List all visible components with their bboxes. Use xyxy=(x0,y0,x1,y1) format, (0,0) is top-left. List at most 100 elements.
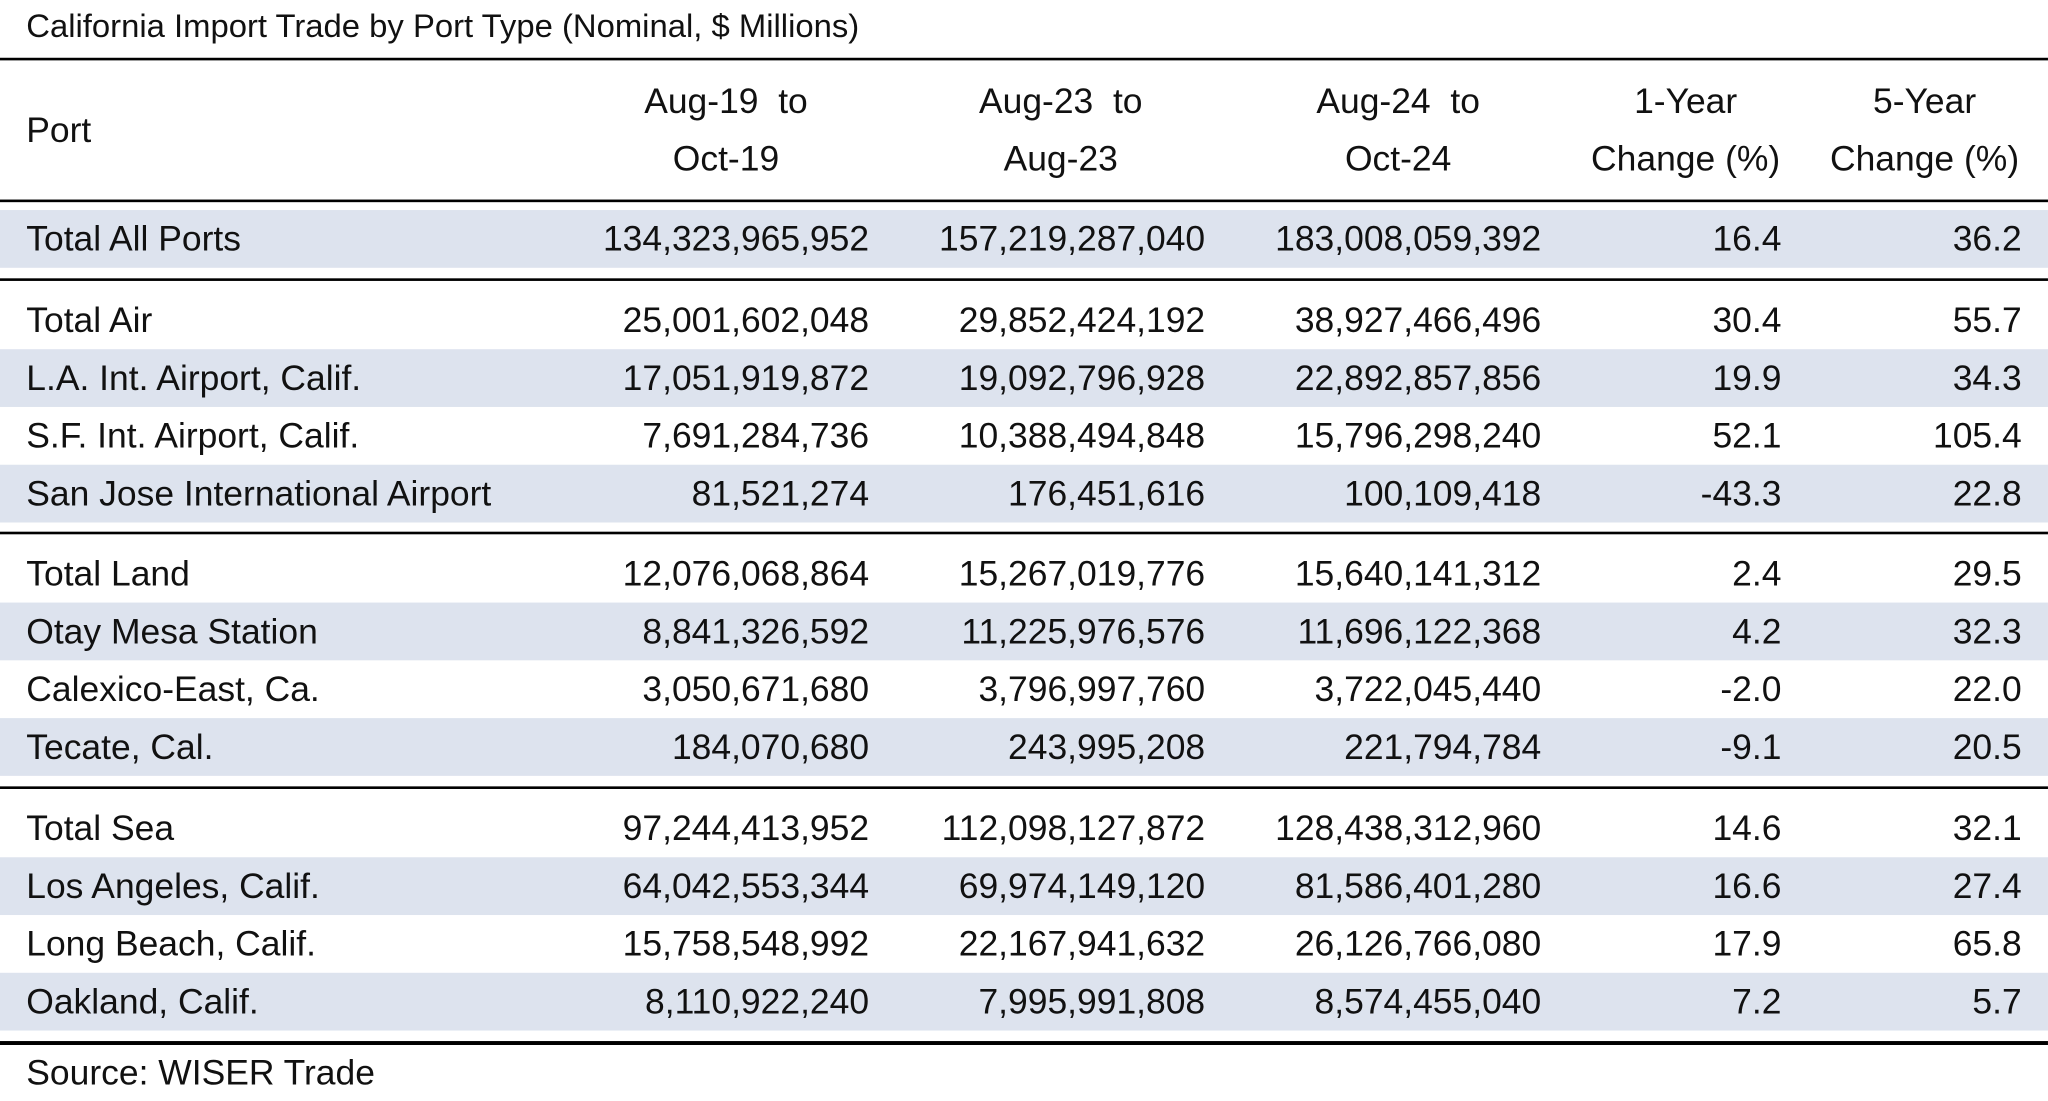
rule xyxy=(0,786,2048,789)
rule xyxy=(0,531,2048,534)
value-cell: 17,051,919,872 xyxy=(622,358,870,398)
row-shade xyxy=(0,349,2048,407)
value-cell: 128,438,312,960 xyxy=(1275,808,1542,849)
value-cell: 20.5 xyxy=(1952,727,2022,767)
value-cell: 221,794,784 xyxy=(1344,727,1542,767)
rule xyxy=(0,199,2048,203)
value-cell: 16.6 xyxy=(1712,866,1782,906)
row-shade xyxy=(0,718,2048,776)
value-cell: 64,042,553,344 xyxy=(622,866,870,906)
value-cell: -43.3 xyxy=(1700,473,1782,514)
port-name: Los Angeles, Calif. xyxy=(26,866,320,906)
port-name: Total All Ports xyxy=(26,219,242,259)
table-title: California Import Trade by Port Type (No… xyxy=(26,7,860,45)
value-cell: 100,109,418 xyxy=(1344,473,1542,514)
value-cell: 176,451,616 xyxy=(1008,473,1206,514)
value-cell: 3,796,997,760 xyxy=(978,669,1206,709)
value-cell: 65.8 xyxy=(1952,924,2022,964)
row-shade xyxy=(0,972,2048,1031)
value-cell: 157,219,287,040 xyxy=(939,219,1206,259)
value-cell: 11,225,976,576 xyxy=(961,611,1206,652)
value-cell: -9.1 xyxy=(1720,727,1782,767)
header-cell: Aug-19 to xyxy=(644,81,808,121)
value-cell: 15,267,019,776 xyxy=(958,554,1206,594)
value-cell: 36.2 xyxy=(1952,219,2022,259)
port-name: Total Air xyxy=(26,300,153,341)
value-cell: 34.3 xyxy=(1952,358,2022,398)
value-cell: 4.2 xyxy=(1732,611,1782,652)
value-cell: 2.4 xyxy=(1732,554,1782,594)
value-cell: 22.8 xyxy=(1952,473,2022,514)
value-cell: 97,244,413,952 xyxy=(622,808,870,849)
value-cell: 32.1 xyxy=(1952,808,2022,849)
value-cell: 11,696,122,368 xyxy=(1297,611,1542,652)
header-cell: Port xyxy=(26,110,92,150)
value-cell: 38,927,466,496 xyxy=(1294,300,1542,341)
header-cell: 5-Year xyxy=(1872,81,1977,121)
rule xyxy=(0,278,2048,281)
value-cell: 16.4 xyxy=(1712,219,1782,259)
rule xyxy=(0,57,2048,61)
value-cell: 7,691,284,736 xyxy=(642,416,870,456)
port-name: San Jose International Airport xyxy=(26,473,492,514)
header-cell: Change (%) xyxy=(1591,139,1781,179)
port-name: Long Beach, Calif. xyxy=(26,924,316,964)
value-cell: 55.7 xyxy=(1952,300,2022,341)
source-note: Source: WISER Trade xyxy=(26,1052,375,1093)
value-cell: 3,722,045,440 xyxy=(1314,669,1542,709)
port-name: Total Land xyxy=(26,554,190,594)
value-cell: 32.3 xyxy=(1952,611,2022,652)
row-shade xyxy=(0,602,2048,661)
value-cell: 5.7 xyxy=(1972,981,2022,1022)
value-cell: 184,070,680 xyxy=(671,727,870,767)
port-name: L.A. Int. Airport, Calif. xyxy=(26,358,362,398)
row-shade xyxy=(0,210,2048,268)
value-cell: 15,796,298,240 xyxy=(1294,416,1542,456)
value-cell: 22,167,941,632 xyxy=(958,924,1206,964)
value-cell: 69,974,149,120 xyxy=(958,866,1206,906)
value-cell: 3,050,671,680 xyxy=(642,669,870,709)
value-cell: 8,841,326,592 xyxy=(642,611,870,652)
header-cell: Oct-19 xyxy=(672,139,780,179)
value-cell: -2.0 xyxy=(1720,669,1782,709)
value-cell: 105.4 xyxy=(1932,416,2022,456)
rule xyxy=(0,1041,2048,1045)
value-cell: 15,758,548,992 xyxy=(622,924,870,964)
port-name: Otay Mesa Station xyxy=(26,611,318,652)
port-name: Total Sea xyxy=(26,808,175,849)
value-cell: 25,001,602,048 xyxy=(622,300,870,341)
value-cell: 19.9 xyxy=(1712,358,1782,398)
value-cell: 81,521,274 xyxy=(691,473,870,514)
header-cell: Aug-24 to xyxy=(1316,81,1480,121)
port-name: Tecate, Cal. xyxy=(26,727,214,767)
value-cell: 7,995,991,808 xyxy=(978,981,1206,1022)
value-cell: 112,098,127,872 xyxy=(941,808,1206,849)
value-cell: 22.0 xyxy=(1952,669,2022,709)
port-name: Calexico-East, Ca. xyxy=(26,669,320,709)
value-cell: 134,323,965,952 xyxy=(602,219,870,259)
value-cell: 12,076,068,864 xyxy=(622,554,870,594)
value-cell: 27.4 xyxy=(1952,866,2022,906)
value-cell: 22,892,857,856 xyxy=(1294,358,1542,398)
row-shade xyxy=(0,857,2048,916)
value-cell: 29,852,424,192 xyxy=(958,300,1206,341)
header-cell: 1-Year xyxy=(1634,81,1738,121)
value-cell: 19,092,796,928 xyxy=(958,358,1206,398)
port-name: S.F. Int. Airport, Calif. xyxy=(26,416,360,456)
header-cell: Aug-23 xyxy=(1003,139,1118,179)
port-name: Oakland, Calif. xyxy=(26,981,259,1022)
value-cell: 52.1 xyxy=(1712,416,1782,456)
header-cell: Aug-23 to xyxy=(978,81,1143,121)
value-cell: 81,586,401,280 xyxy=(1294,866,1542,906)
value-cell: 183,008,059,392 xyxy=(1275,219,1542,259)
value-cell: 243,995,208 xyxy=(1008,727,1206,767)
value-cell: 15,640,141,312 xyxy=(1294,554,1542,594)
value-cell: 26,126,766,080 xyxy=(1294,924,1542,964)
value-cell: 14.6 xyxy=(1712,808,1782,849)
value-cell: 17.9 xyxy=(1712,924,1782,964)
header-cell: Oct-24 xyxy=(1344,139,1452,179)
value-cell: 29.5 xyxy=(1952,554,2022,594)
value-cell: 8,574,455,040 xyxy=(1314,981,1542,1022)
header-cell: Change (%) xyxy=(1829,139,2020,179)
